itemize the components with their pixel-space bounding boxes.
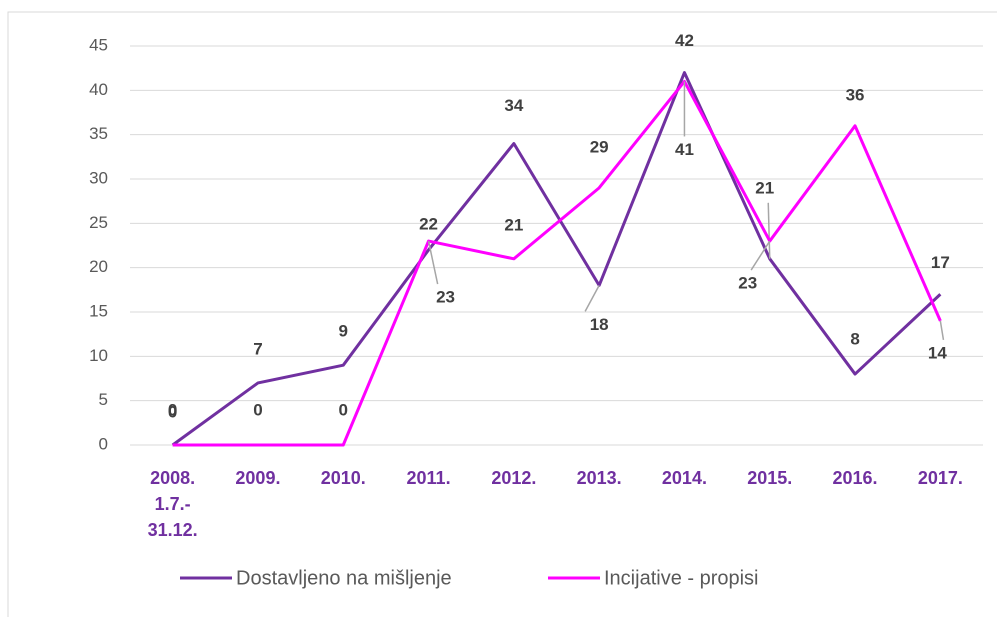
data-label: 18 <box>590 315 609 334</box>
data-label: 23 <box>436 288 455 307</box>
x-tick-label: 2012. <box>491 468 537 488</box>
data-label: 0 <box>168 402 177 421</box>
data-label: 21 <box>504 215 523 234</box>
x-tick-label: 2013. <box>576 468 622 488</box>
frame <box>7 11 997 617</box>
data-label: 7 <box>253 339 262 358</box>
x-tick-label: 2014. <box>661 468 707 488</box>
line-series <box>172 79 942 447</box>
data-label: 36 <box>846 85 865 104</box>
y-tick-label: 10 <box>89 346 108 365</box>
data-label: 41 <box>675 140 694 159</box>
leader-line <box>939 320 945 340</box>
data-label: 9 <box>339 322 348 341</box>
data-label: 14 <box>928 343 947 362</box>
y-tick-label: 30 <box>89 168 108 187</box>
data-label: 23 <box>738 274 757 293</box>
data-label: 22 <box>419 214 438 233</box>
x-tick-label: 2009. <box>235 468 281 488</box>
x-tick-label: 2015. <box>747 468 793 488</box>
x-tick-label: 2017. <box>917 468 963 488</box>
x-tick-label: 2016. <box>832 468 878 488</box>
y-tick-label: 15 <box>89 301 108 320</box>
data-label: 42 <box>675 31 694 50</box>
leader-line <box>584 285 600 312</box>
data-label: 0 <box>253 400 262 419</box>
y-tick-label: 40 <box>89 80 108 99</box>
data-label: 0 <box>339 400 348 419</box>
data-label: 29 <box>590 137 609 156</box>
data-label: 0 <box>168 400 177 419</box>
y-tick-label: 45 <box>89 35 108 54</box>
x-tick-label: 2010. <box>320 468 366 488</box>
x-tick-label: 2008. 1.7.- 31.12. <box>147 468 198 540</box>
data-label: 17 <box>931 253 950 272</box>
x-tick-label: 2011. <box>406 468 451 488</box>
y-tick-label: 25 <box>89 213 108 232</box>
y-tick-label: 5 <box>99 390 108 409</box>
data-label: 8 <box>850 330 859 349</box>
data-label: 21 <box>755 178 774 197</box>
leader-line <box>750 240 771 271</box>
data-label: 34 <box>504 96 523 115</box>
leader-line <box>767 202 771 259</box>
leader-line <box>427 240 439 285</box>
legend-label: Incijative - propisi <box>604 567 759 589</box>
y-tick-label: 0 <box>99 434 108 453</box>
y-tick-label: 20 <box>89 257 108 276</box>
y-tick-label: 35 <box>89 124 108 143</box>
line-series <box>171 71 942 447</box>
legend-label: Dostavljeno na mišljenje <box>236 567 452 589</box>
